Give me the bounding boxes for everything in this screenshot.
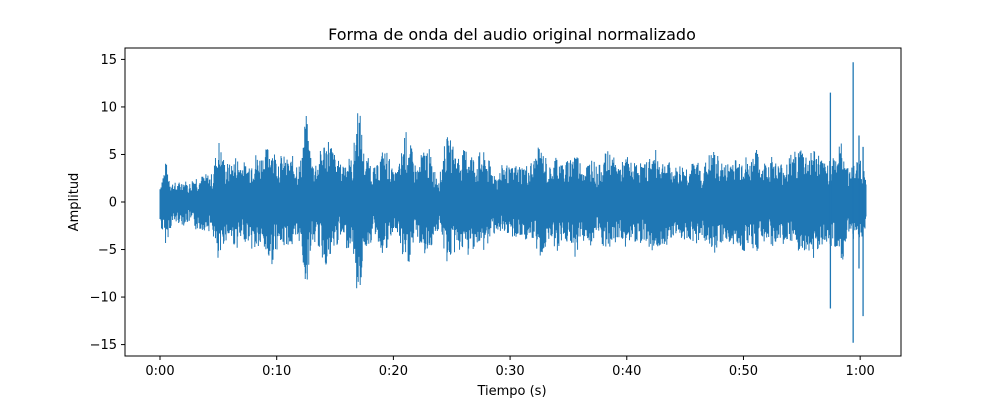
- y-tick-label: 0: [109, 196, 117, 211]
- x-tick-label: 0:30: [495, 364, 524, 379]
- waveform-line: [159, 113, 867, 289]
- x-tick-label: 0:10: [262, 364, 291, 379]
- chart-title: Forma de onda del audio original normali…: [328, 25, 696, 44]
- x-axis-label: Tiempo (s): [476, 384, 546, 399]
- y-tick-label: −15: [90, 338, 117, 353]
- x-tick-label: 0:40: [612, 364, 641, 379]
- y-tick-label: 10: [100, 100, 117, 115]
- waveform-series: [159, 62, 867, 343]
- y-tick-label: 15: [100, 53, 117, 68]
- y-axis-label: Amplitud: [67, 173, 82, 232]
- x-tick-label: 0:00: [145, 364, 174, 379]
- x-axis: 0:00 0:10 0:20 0:30 0:40 0:50 1:00: [145, 356, 875, 379]
- y-axis: −15 −10 −5 0 5 10 15: [90, 53, 125, 353]
- x-tick-label: 0:50: [729, 364, 758, 379]
- x-tick-label: 1:00: [846, 364, 875, 379]
- y-tick-label: 5: [109, 148, 117, 163]
- y-tick-label: −10: [90, 291, 117, 306]
- y-tick-label: −5: [98, 243, 117, 258]
- x-tick-label: 0:20: [379, 364, 408, 379]
